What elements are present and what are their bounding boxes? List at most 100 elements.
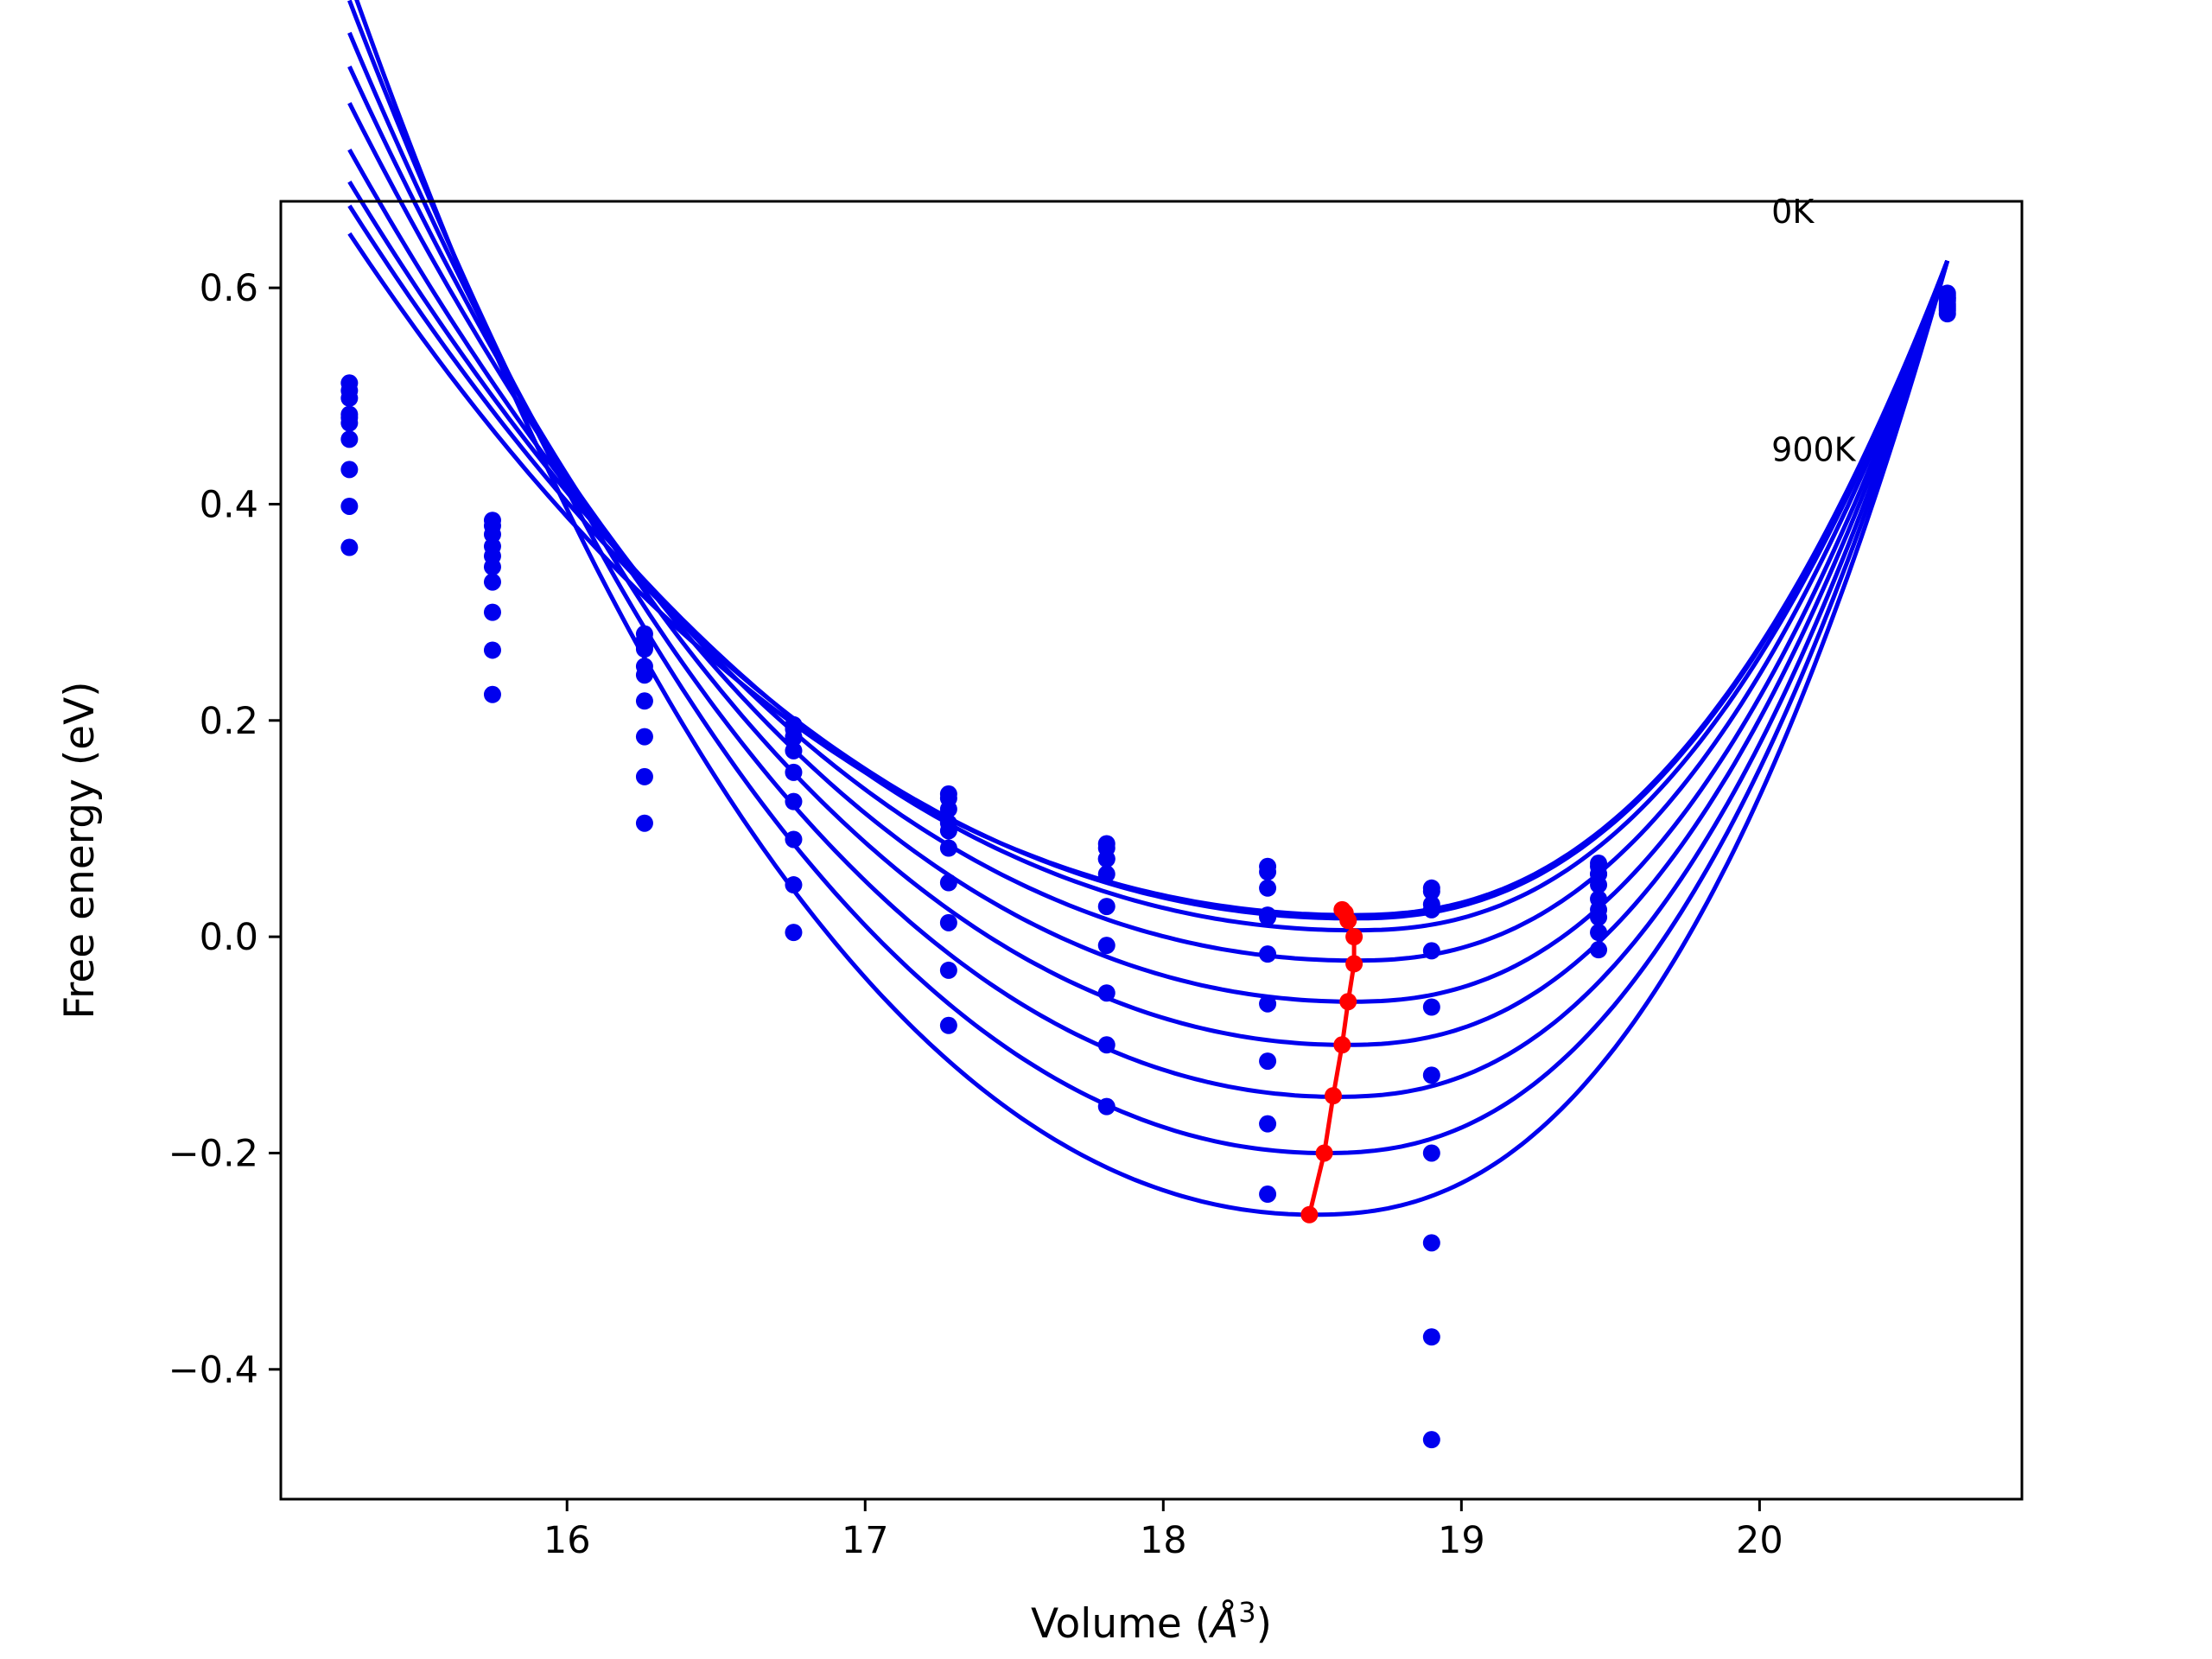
data-point: [483, 537, 501, 556]
data-point: [1422, 942, 1440, 960]
fit-curve: [347, 65, 1950, 1047]
minimum-point: [1345, 955, 1363, 973]
data-point: [340, 497, 359, 515]
data-point: [483, 525, 501, 543]
minimum-point: [1339, 993, 1357, 1011]
data-point: [939, 800, 957, 818]
data-point: [1422, 1144, 1440, 1162]
data-point: [1259, 1185, 1277, 1204]
minimum-point: [1300, 1205, 1319, 1224]
data-point: [1259, 863, 1277, 881]
fit-curve: [347, 0, 1950, 1155]
data-point: [1422, 1328, 1440, 1346]
annotation-label: 0K: [1771, 193, 1815, 231]
data-point: [939, 961, 957, 979]
data-point: [1422, 882, 1440, 900]
data-point: [483, 573, 501, 591]
data-point: [1422, 1431, 1440, 1449]
data-point: [785, 728, 803, 746]
data-point: [1097, 898, 1116, 916]
data-point: [1259, 995, 1277, 1013]
data-point: [1259, 1115, 1277, 1133]
data-point: [1422, 998, 1440, 1016]
data-point: [1938, 289, 1956, 307]
data-point: [939, 839, 957, 857]
x-axis-label: Volume (Å3): [1031, 1596, 1272, 1648]
plot-area: [340, 0, 1956, 1449]
x-tick-label: 19: [1438, 1519, 1485, 1562]
data-point: [939, 874, 957, 892]
y-tick-label: −0.2: [168, 1132, 258, 1175]
data-point: [1259, 1052, 1277, 1071]
y-tick-label: 0.0: [200, 916, 258, 959]
data-point: [1259, 945, 1277, 963]
data-point: [939, 1016, 957, 1034]
data-point: [1097, 984, 1116, 1002]
y-tick-label: 0.2: [200, 700, 258, 743]
data-point: [1938, 305, 1956, 323]
annotations: 0K 900K: [1771, 193, 1857, 468]
data-point: [1097, 937, 1116, 955]
data-point: [635, 767, 653, 785]
data-point: [1590, 941, 1608, 959]
minimum-point: [1324, 1087, 1342, 1105]
fit-curves: [347, 0, 1950, 1217]
data-point: [1422, 1066, 1440, 1084]
annotation-label: 900K: [1771, 430, 1857, 468]
x-axis-ticks: 16 17 18 19 20: [543, 1499, 1783, 1562]
minimum-point: [1345, 928, 1363, 946]
data-point: [1259, 908, 1277, 926]
data-point: [1097, 1097, 1116, 1116]
axes-frame: [279, 200, 2024, 1501]
minimum-point: [1333, 1036, 1351, 1054]
data-point: [785, 792, 803, 810]
data-point: [483, 558, 501, 576]
data-point: [785, 924, 803, 942]
data-point: [483, 641, 501, 659]
minimum-point: [1315, 1144, 1333, 1162]
x-tick-label: 18: [1140, 1519, 1187, 1562]
data-point: [1259, 879, 1277, 897]
y-axis-ticks: −0.4 −0.2 0.0 0.2 0.4 0.6: [168, 267, 281, 1392]
x-tick-label: 16: [543, 1519, 591, 1562]
data-point: [635, 692, 653, 710]
minimum-point: [1339, 912, 1357, 930]
data-point: [340, 414, 359, 432]
data-point: [939, 913, 957, 931]
data-point: [483, 685, 501, 703]
x-tick-label: 17: [842, 1519, 889, 1562]
data-point: [1590, 865, 1608, 883]
data-point: [340, 389, 359, 407]
data-point: [1422, 900, 1440, 918]
data-point: [785, 830, 803, 849]
data-point: [483, 603, 501, 621]
data-point: [785, 741, 803, 760]
data-points: [340, 284, 1956, 1449]
data-point: [635, 814, 653, 832]
y-axis-label: Free energy (eV): [56, 681, 104, 1019]
data-point: [340, 430, 359, 448]
data-point: [635, 658, 653, 676]
data-point: [939, 822, 957, 840]
fit-curve: [347, 204, 1950, 921]
data-point: [1097, 1036, 1116, 1054]
data-point: [785, 876, 803, 894]
data-point: [1590, 924, 1608, 942]
fit-curve: [347, 102, 1950, 1004]
data-point: [785, 763, 803, 781]
data-point: [340, 538, 359, 556]
y-tick-label: −0.4: [168, 1349, 258, 1392]
data-point: [635, 640, 653, 658]
minima-line: [1300, 900, 1363, 1224]
fit-curve: [354, 0, 1950, 1217]
x-tick-label: 20: [1736, 1519, 1783, 1562]
y-tick-label: 0.6: [200, 267, 258, 310]
y-tick-label: 0.4: [200, 483, 258, 526]
data-point: [340, 461, 359, 479]
data-point: [1422, 1234, 1440, 1252]
data-point: [1590, 900, 1608, 918]
data-point: [1097, 850, 1116, 868]
data-point: [1097, 865, 1116, 883]
